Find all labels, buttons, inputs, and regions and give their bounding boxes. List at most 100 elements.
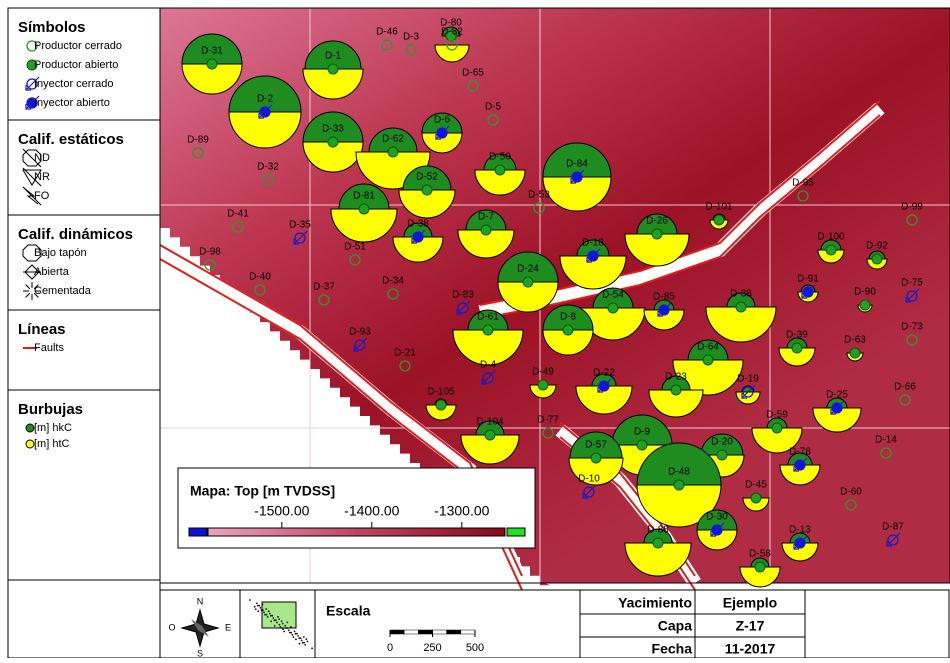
well: D-58	[739, 549, 781, 588]
producer-open	[445, 30, 457, 42]
well-label: D-60	[840, 487, 862, 498]
well: D-5	[485, 102, 502, 126]
injector-arrowhead	[586, 257, 592, 263]
producer-open	[482, 324, 494, 336]
well-label: D-95	[792, 178, 814, 189]
thumbnail-dot	[304, 644, 307, 646]
well-label: D-81	[353, 191, 375, 202]
well-label: D-4	[480, 360, 497, 371]
thumbnail-dot	[295, 638, 297, 641]
producer-open	[750, 492, 762, 504]
well-label: D-5	[485, 102, 502, 113]
thumbnail-dot	[288, 631, 291, 634]
producer-open	[387, 146, 399, 158]
producer-closed	[262, 174, 274, 186]
well: D-39	[778, 330, 816, 367]
icon-abierta	[24, 264, 40, 280]
legend-section-title: Símbolos	[18, 19, 86, 36]
injector-closed	[906, 290, 918, 302]
thumbnail-dot	[287, 629, 290, 632]
bubble-htc	[559, 255, 627, 290]
bubble-htc	[542, 176, 612, 212]
map-area: D-31 D-1 D-46 D-3 D-80D-82 D-65 D-2 D-33 D-62 D-6…	[156, 7, 950, 591]
injector-arrowhead	[481, 379, 487, 385]
thumbnail-dot	[273, 625, 276, 627]
well: D-82	[434, 27, 470, 63]
thumbnail-dot	[272, 617, 275, 619]
thumbnail-dot	[301, 641, 304, 644]
well: D-78	[779, 447, 821, 486]
icon-slash	[22, 167, 42, 187]
well: D-21	[394, 348, 416, 372]
bubble-htc	[302, 141, 364, 173]
well-label: D-83	[452, 290, 474, 301]
legend-panel	[7, 7, 161, 659]
well-label: D-54	[602, 290, 624, 301]
thumbnail-dot	[302, 636, 305, 638]
icon-cementada	[25, 284, 31, 290]
bubble-htc	[751, 427, 803, 454]
thumbnail-dot	[278, 623, 281, 626]
bubble-htc	[778, 347, 816, 367]
well-label: D-99	[901, 202, 923, 213]
injector-arrowhead	[741, 393, 747, 399]
legend-item: Abierta	[34, 266, 70, 278]
well: D-32	[257, 162, 279, 186]
producer-open	[849, 347, 861, 359]
injector-arrow	[481, 370, 496, 385]
injector-arrowhead	[293, 239, 299, 245]
producer-open	[771, 422, 783, 434]
well-label: D-8	[560, 312, 577, 323]
injector-arrow	[905, 288, 920, 303]
injector-arrow	[710, 522, 725, 537]
compass-s: S	[197, 648, 203, 658]
thumbnail-dot	[294, 632, 297, 635]
producer-open	[522, 276, 534, 288]
producer-closed	[254, 284, 266, 296]
well: D-59	[751, 410, 803, 454]
well: D-38	[392, 219, 444, 263]
thumbnail-dot	[298, 642, 301, 645]
injector-closed	[457, 302, 469, 314]
footer: N S E O Escala 0 250 500 Yacimiento Ejemplo Capa Z-…	[159, 589, 950, 659]
producer-closed	[381, 39, 393, 51]
well-label: D-59	[766, 410, 788, 421]
producer-closed	[533, 202, 545, 214]
well-label: D-33	[322, 124, 344, 135]
well-label: D-92	[866, 241, 888, 252]
bubble-hkc	[338, 183, 390, 210]
thumbnail-view	[261, 601, 297, 629]
well-label: D-38	[730, 289, 752, 300]
well: D-64	[672, 339, 744, 396]
table-key: Fecha	[652, 641, 693, 657]
well-label: D-75	[901, 278, 923, 289]
icon-nd	[22, 149, 42, 167]
well: D-80	[440, 18, 462, 42]
well-label: D-93	[349, 327, 371, 338]
scale-tick-label: 500	[466, 642, 484, 654]
legend-section-title: Calif. dinámicos	[18, 226, 133, 243]
bubble-htc	[624, 542, 692, 577]
well-label: D-25	[826, 390, 848, 401]
well-label: D-35	[289, 220, 311, 231]
compass-rose-inner	[191, 619, 209, 637]
well: D-26	[624, 213, 690, 267]
bubble-htc	[781, 542, 819, 562]
injector-arrowhead	[886, 541, 892, 547]
well-label: D-18	[582, 238, 604, 249]
injector-arrowhead	[597, 387, 603, 393]
well: D-30	[696, 509, 738, 551]
bubble-hkc	[181, 33, 243, 65]
well: D-89	[187, 135, 209, 159]
well-label: D-49	[532, 367, 554, 378]
well: D-24	[497, 251, 559, 313]
injector-closed	[583, 486, 595, 498]
injector-arrowhead	[435, 134, 441, 140]
producer-closed	[318, 294, 330, 306]
thumbnail-dot	[259, 607, 262, 609]
producer-open	[716, 449, 728, 461]
producer-open	[421, 184, 433, 196]
bubble-hkc	[576, 239, 610, 257]
injector-arrowhead	[25, 104, 31, 110]
